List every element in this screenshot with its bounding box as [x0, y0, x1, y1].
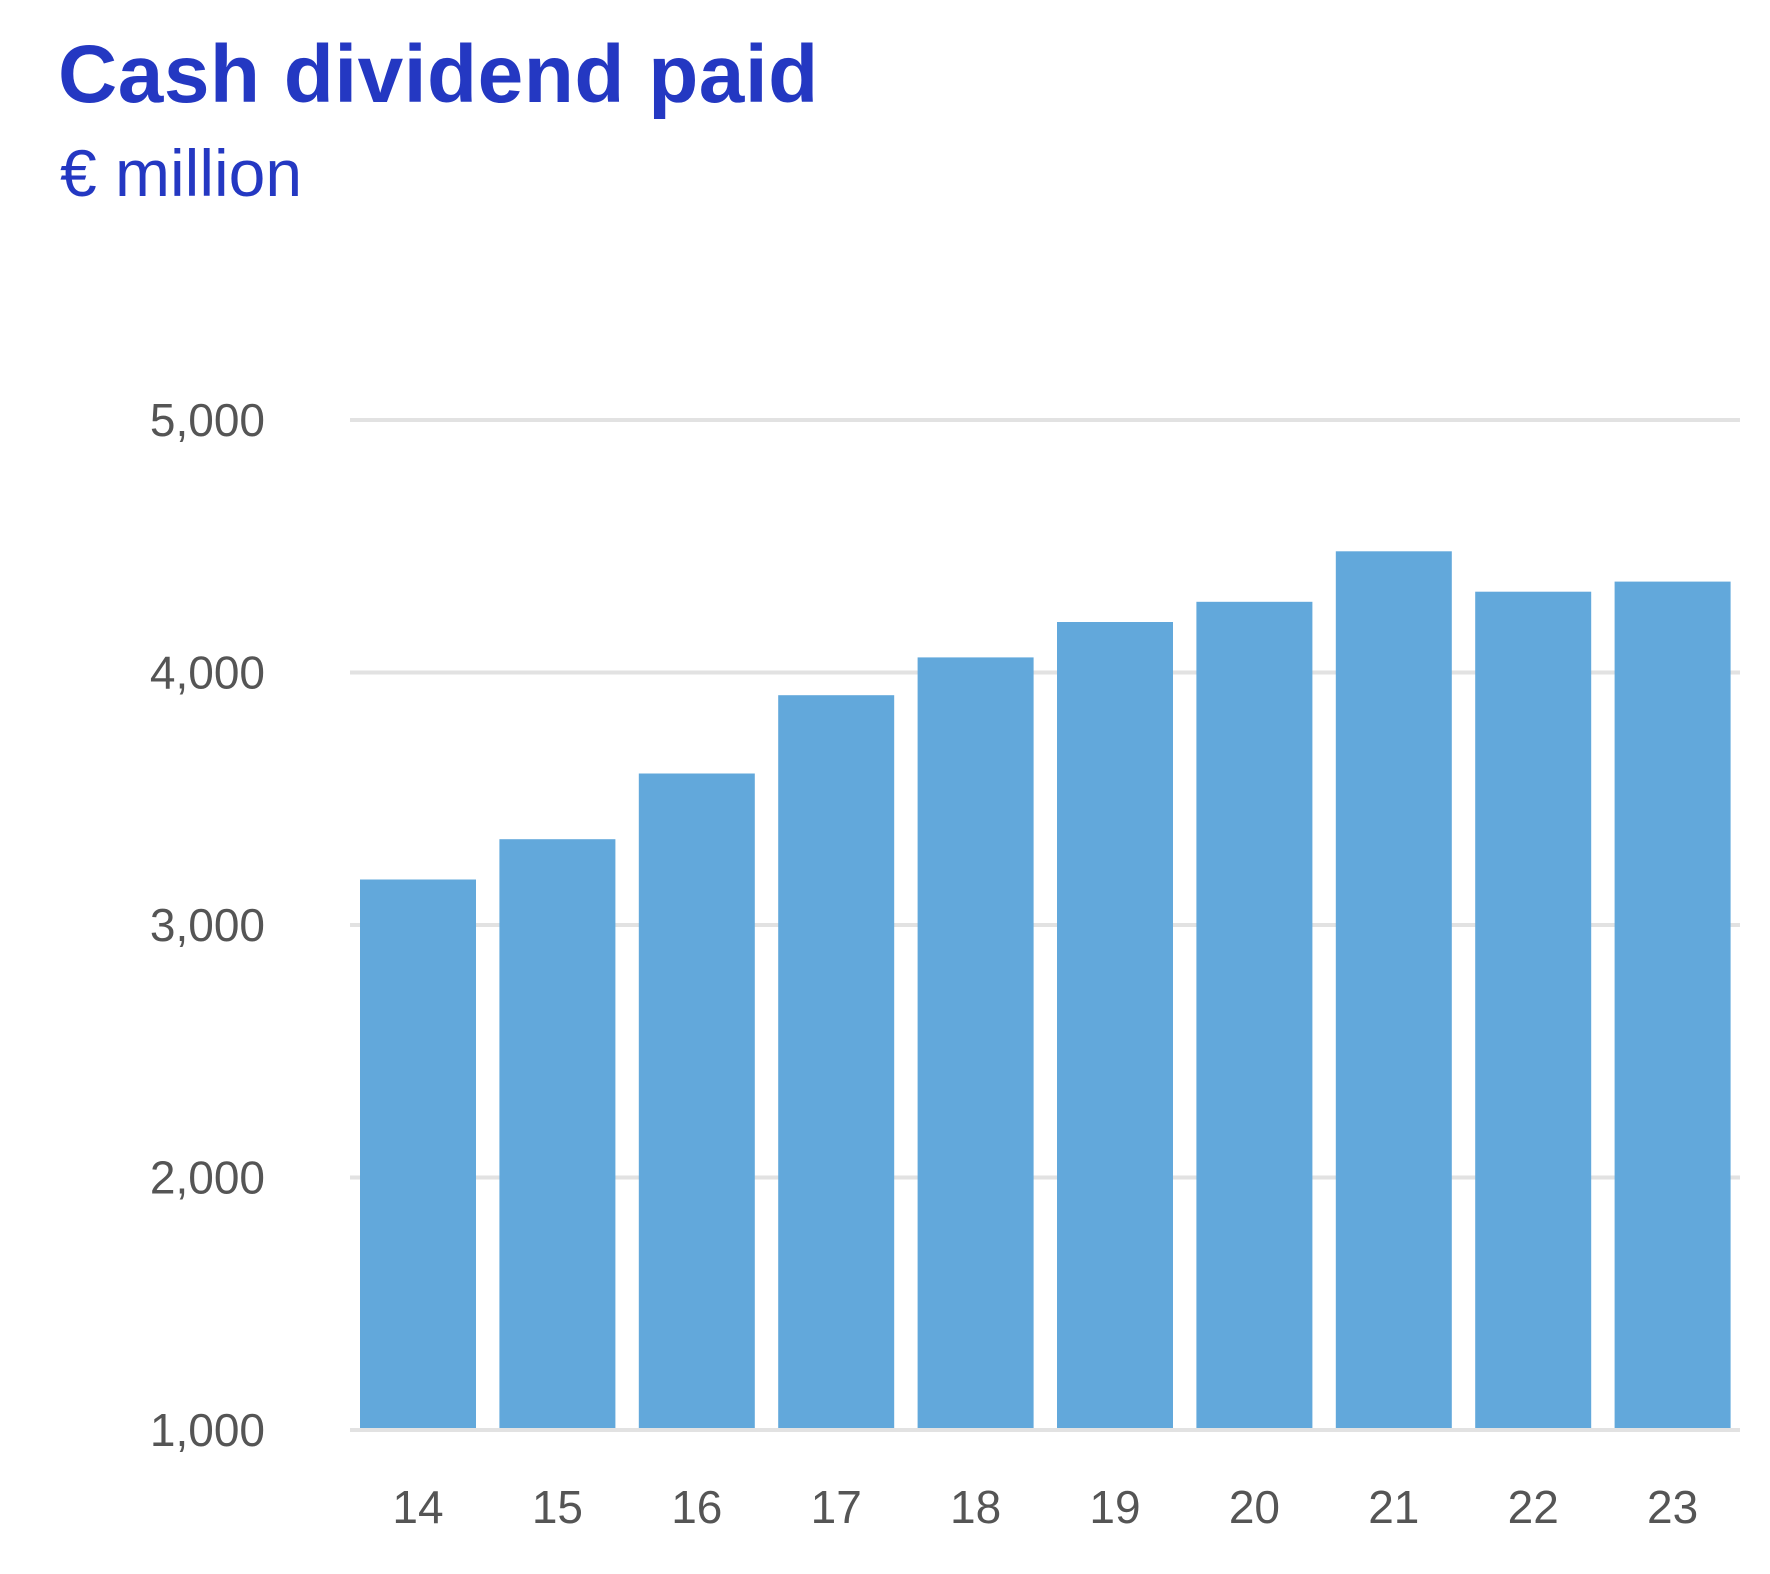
x-tick-label: 23 [1647, 1481, 1698, 1533]
y-tick-label: 3,000 [150, 899, 265, 951]
bar-22 [1475, 591, 1592, 1430]
bar-16 [638, 773, 755, 1430]
y-tick-label: 1,000 [150, 1404, 265, 1456]
bar-17 [778, 695, 895, 1430]
bar-20 [1196, 601, 1313, 1430]
x-tick-label: 14 [392, 1481, 443, 1533]
y-axis-tick-labels: 1,000 2,000 3,000 4,000 5,000 [150, 394, 265, 1456]
bar-18 [917, 657, 1034, 1430]
bar-14 [360, 879, 476, 1430]
x-axis-tick-labels: 14 15 16 17 18 19 20 21 22 23 [392, 1481, 1698, 1533]
y-tick-label: 5,000 [150, 394, 265, 446]
bar-23 [1614, 581, 1731, 1430]
x-tick-label: 17 [811, 1481, 862, 1533]
bar-15 [499, 839, 616, 1430]
x-tick-label: 15 [532, 1481, 583, 1533]
bar-19 [1057, 622, 1173, 1430]
x-tick-label: 16 [671, 1481, 722, 1533]
x-tick-label: 22 [1508, 1481, 1559, 1533]
y-tick-label: 4,000 [150, 647, 265, 699]
x-tick-label: 18 [950, 1481, 1001, 1533]
chart-title: Cash dividend paid [58, 29, 819, 120]
x-tick-label: 20 [1229, 1481, 1280, 1533]
chart-subtitle: € million [60, 136, 303, 210]
bars [350, 551, 1740, 1432]
y-tick-label: 2,000 [150, 1152, 265, 1204]
x-tick-label: 19 [1089, 1481, 1140, 1533]
x-tick-label: 21 [1368, 1481, 1419, 1533]
bar-21 [1335, 551, 1452, 1430]
